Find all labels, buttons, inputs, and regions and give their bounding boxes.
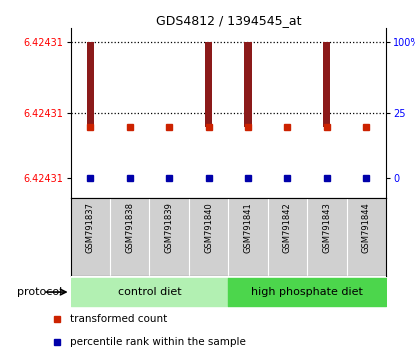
Text: GSM791843: GSM791843 <box>322 202 331 253</box>
Text: GSM791839: GSM791839 <box>165 202 173 253</box>
Title: GDS4812 / 1394545_at: GDS4812 / 1394545_at <box>156 14 301 27</box>
Text: transformed count: transformed count <box>70 314 167 324</box>
Text: GSM791840: GSM791840 <box>204 202 213 253</box>
Text: GSM791841: GSM791841 <box>244 202 252 253</box>
Bar <box>205 42 212 127</box>
Text: GSM791837: GSM791837 <box>86 202 95 253</box>
Text: GSM791842: GSM791842 <box>283 202 292 253</box>
Text: protocol: protocol <box>17 287 62 297</box>
Text: GSM791844: GSM791844 <box>362 202 371 253</box>
Bar <box>87 42 94 127</box>
Text: high phosphate diet: high phosphate diet <box>251 287 363 297</box>
Bar <box>323 42 330 127</box>
Text: GSM791838: GSM791838 <box>125 202 134 253</box>
Bar <box>244 42 251 127</box>
Text: percentile rank within the sample: percentile rank within the sample <box>70 337 246 347</box>
Text: control diet: control diet <box>117 287 181 297</box>
